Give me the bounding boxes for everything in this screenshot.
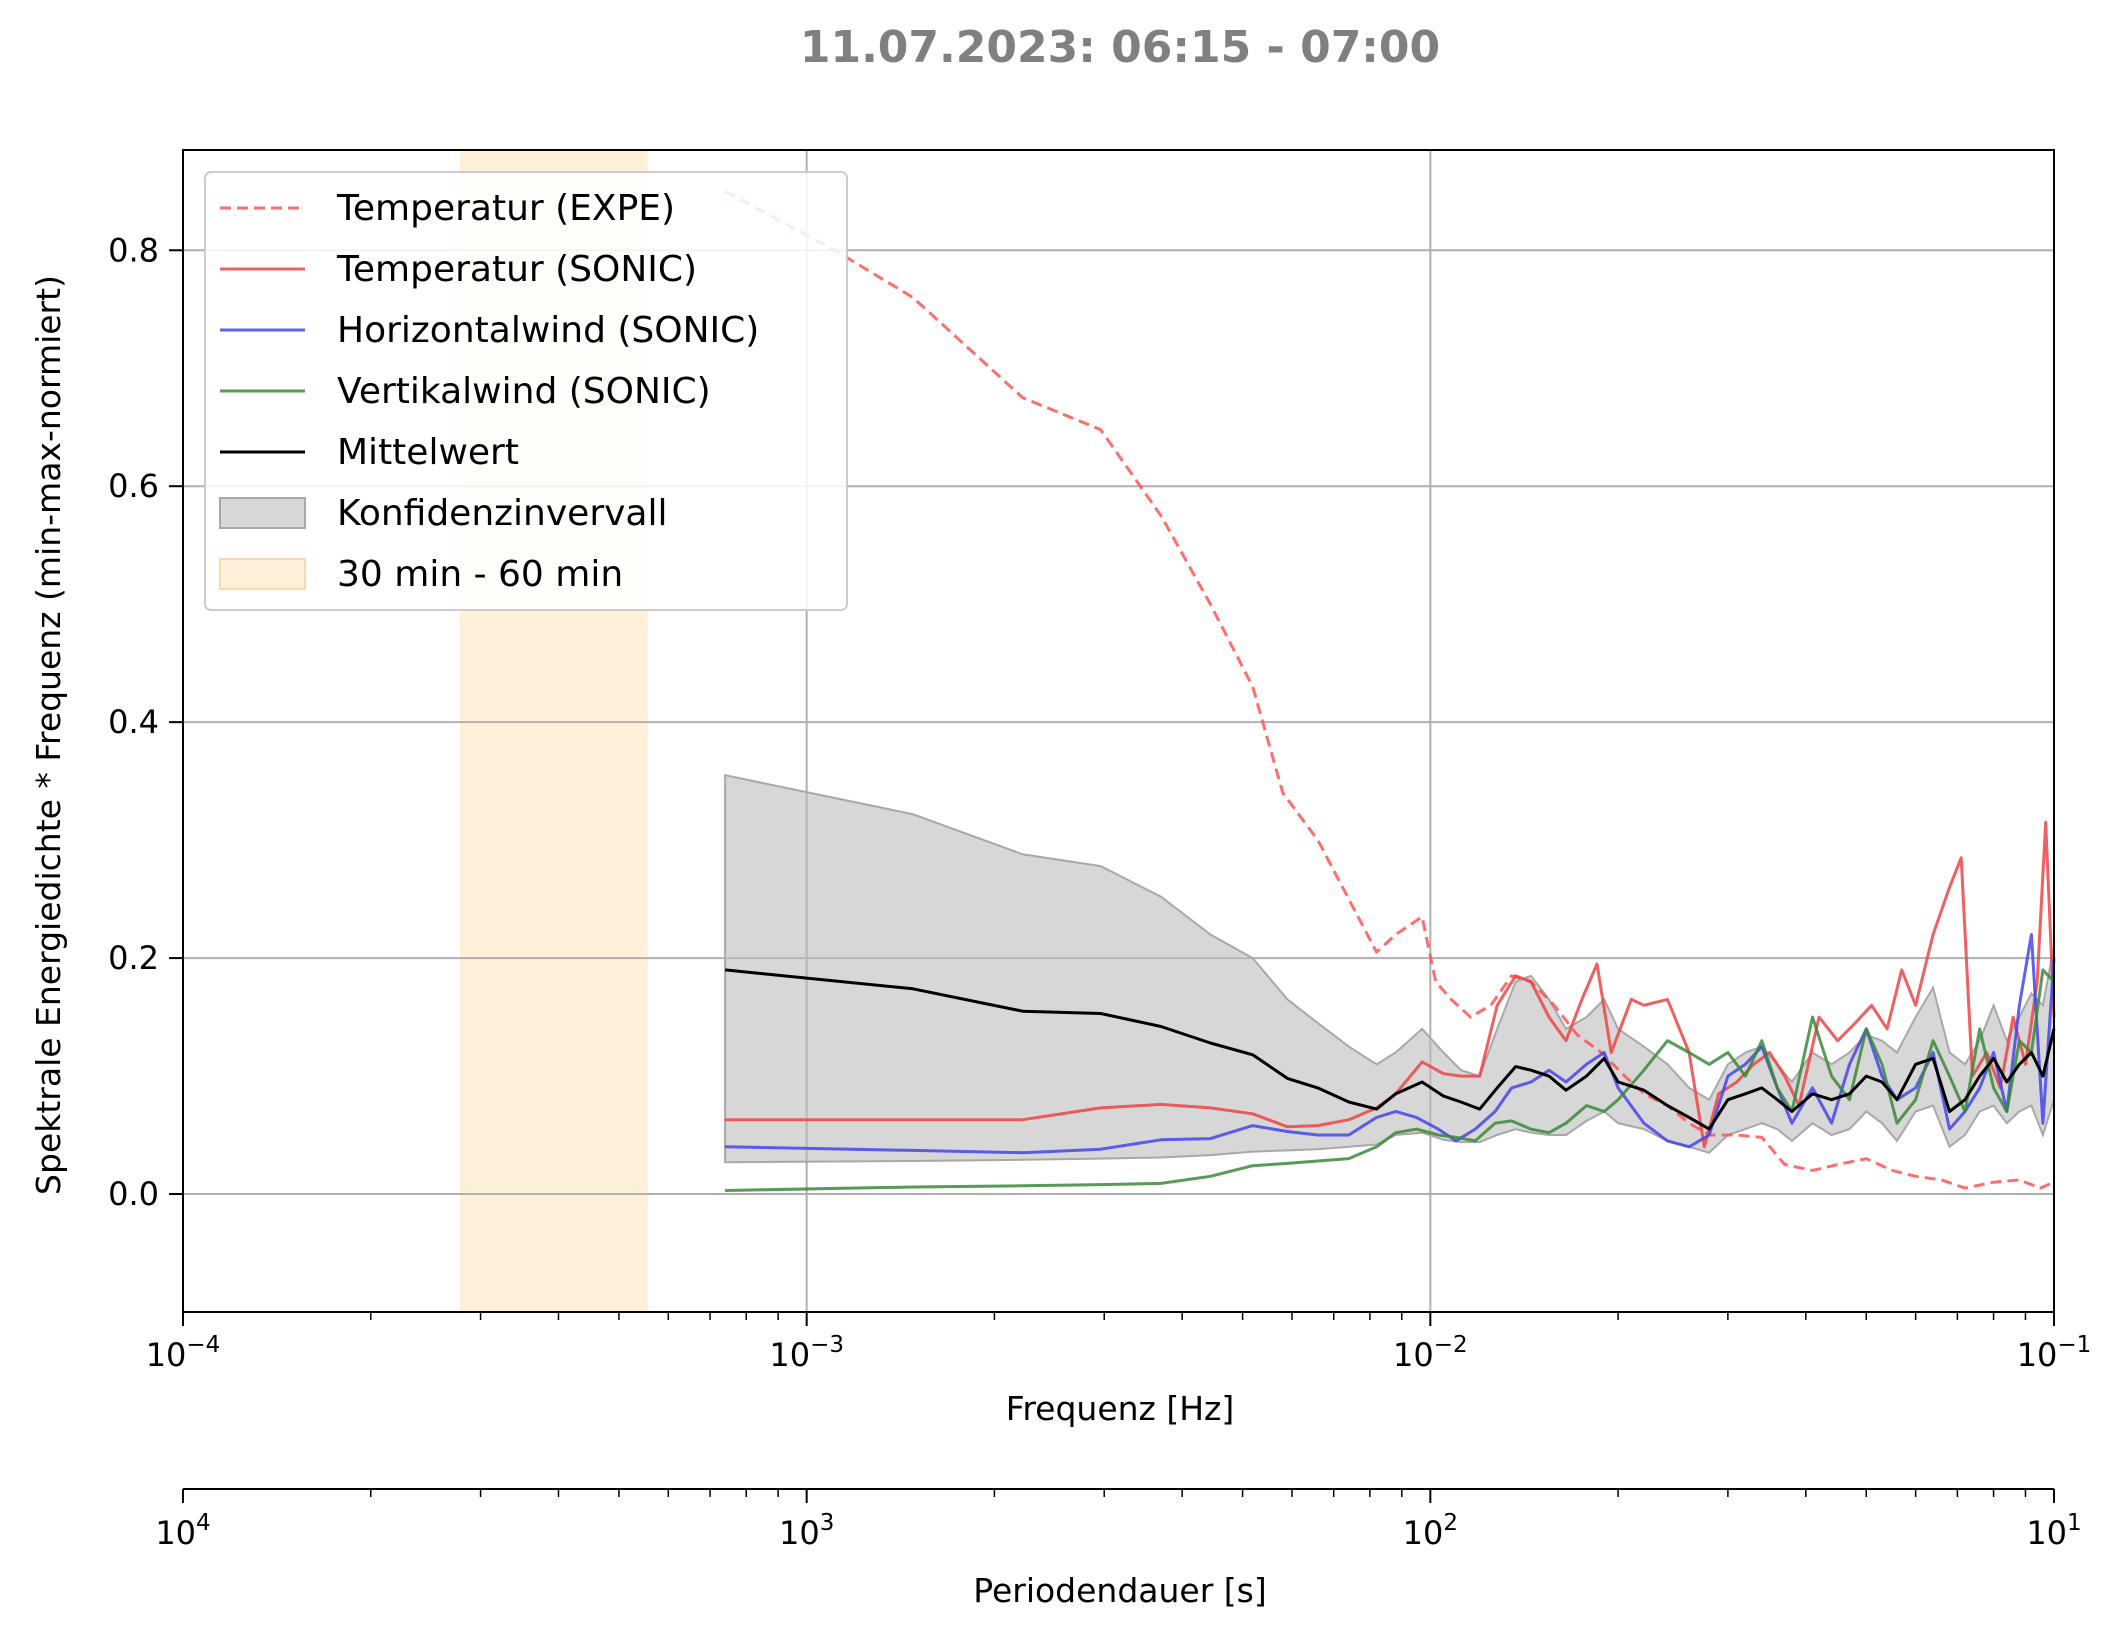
tick-labels: 0.0 0.2 0.4 0.6 0.8 10−4 10−3 10−2 10−1 104 103 102…: [108, 231, 2091, 1552]
series-temperatur-expe: [724, 189, 2055, 1190]
x2-tick-label: 103: [779, 1510, 834, 1552]
series-mittelwert: [724, 968, 2056, 1131]
x-tick-label: 10−1: [2017, 1332, 2092, 1374]
plot-frame: [182, 149, 2055, 1313]
legend-box: [204, 171, 848, 611]
legend-item-temperatur-expe: Temperatur (EXPE): [336, 188, 675, 229]
y-axis-label: Spektrale Energiedichte * Frequenz (min-…: [29, 275, 68, 1195]
series-horizontalwind: [725, 933, 2056, 1155]
legend-item-period-span: 30 min - 60 min: [337, 554, 623, 595]
legend: Temperatur (EXPE) Temperatur (SONIC) Horiz…: [204, 171, 848, 611]
legend-item-konfidenzintervall: Konfidenzinvervall: [337, 493, 668, 534]
x-tick-label: 10−2: [1393, 1332, 1468, 1374]
legend-swatch: [219, 558, 306, 590]
legend-item-horizontalwind: Horizontalwind (SONIC): [337, 310, 759, 351]
secondary-x-axis-label: Periodendauer [s]: [973, 1571, 1267, 1610]
legend-item-mittelwert: Mittelwert: [337, 432, 519, 473]
y-tick-label: 0.8: [108, 231, 159, 269]
chart-title: 11.07.2023: 06:15 - 07:00: [800, 22, 1440, 73]
x-tick-label: 10−3: [769, 1332, 844, 1374]
y-tick-label: 0.2: [108, 939, 159, 977]
series-vertikalwind: [725, 968, 2056, 1192]
legend-swatch: [219, 497, 306, 529]
x-axis-label: Frequenz [Hz]: [1006, 1389, 1235, 1428]
y-tick-label: 0.4: [108, 703, 159, 741]
x-tick-label: 10−4: [146, 1332, 221, 1374]
x2-tick-label: 101: [2026, 1510, 2081, 1552]
series-temperatur-sonic: [725, 820, 2056, 1149]
legend-item-temperatur-sonic: Temperatur (SONIC): [336, 249, 697, 290]
y-tick-label: 0.0: [108, 1175, 159, 1213]
x2-tick-label: 102: [1403, 1510, 1458, 1552]
y-tick-label: 0.6: [108, 467, 159, 505]
legend-item-vertikalwind: Vertikalwind (SONIC): [337, 371, 711, 412]
axes: [169, 149, 2055, 1503]
series-lines: [724, 189, 2056, 1192]
x2-tick-label: 104: [155, 1510, 210, 1552]
